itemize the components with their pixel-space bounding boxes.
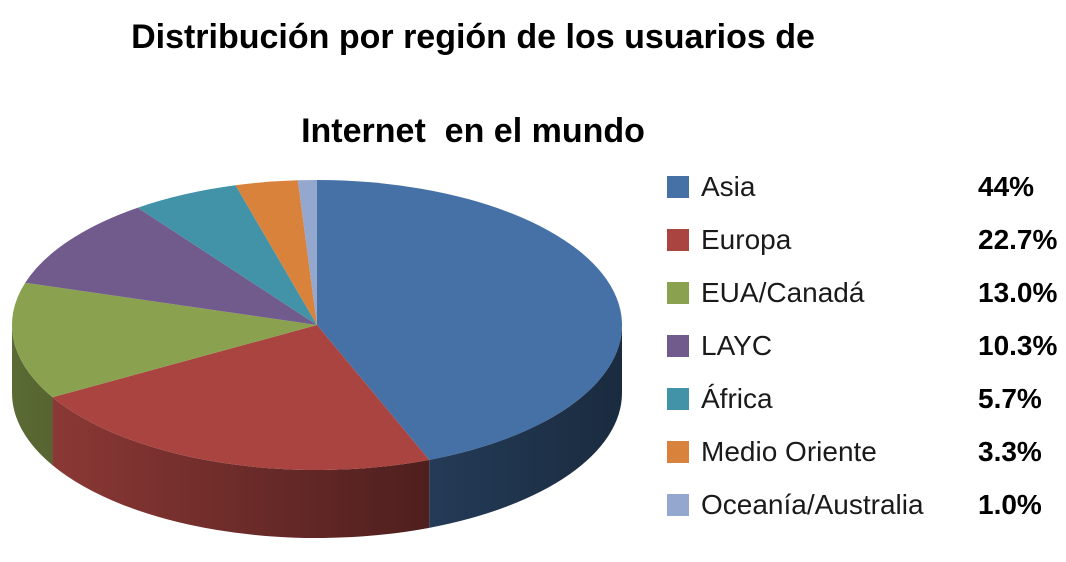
legend-label: Asia <box>701 170 756 202</box>
legend-value: 1.0% <box>978 488 1042 520</box>
legend-value: 22.7% <box>978 223 1058 255</box>
pie-slice-side-Asia <box>429 325 622 528</box>
legend-item-africa[interactable]: África 5.7% <box>660 372 1066 425</box>
legend-swatch-layc <box>667 334 689 357</box>
pie-slice-LAYC[interactable] <box>25 207 317 325</box>
pie-slice-Oceanía/Australia[interactable] <box>297 180 317 325</box>
legend-value: 3.3% <box>978 435 1042 467</box>
legend-item-asia[interactable]: Asia 44% <box>660 160 1066 213</box>
pie-slice-África[interactable] <box>137 185 317 325</box>
pie-3d <box>11 180 623 539</box>
legend-value: 44% <box>978 170 1035 202</box>
pie-chart-area <box>0 150 660 557</box>
legend-swatch-asia <box>667 175 689 198</box>
legend-swatch-medio-oriente <box>667 440 689 463</box>
chart-legend: Asia 44% Europa 22.7% EUA/Canadá 13.0% L… <box>660 160 1066 531</box>
legend-label: Medio Oriente <box>701 435 877 467</box>
legend-swatch-oceania-australia <box>667 493 689 516</box>
pie-slice-Medio Oriente[interactable] <box>235 180 317 325</box>
legend-label: EUA/Canadá <box>701 276 865 308</box>
legend-item-medio-oriente[interactable]: Medio Oriente 3.3% <box>660 425 1066 478</box>
legend-value: 13.0% <box>978 276 1058 308</box>
legend-item-europa[interactable]: Europa 22.7% <box>660 213 1066 266</box>
pie-slice-Asia[interactable] <box>317 180 623 460</box>
legend-swatch-eua-canada <box>667 281 689 304</box>
legend-label: Europa <box>701 223 792 255</box>
pie-slice-side-EUA/Canadá <box>12 325 53 466</box>
legend-item-oceania-australia[interactable]: Oceanía/Australia 1.0% <box>660 478 1066 531</box>
legend-item-layc[interactable]: LAYC 10.3% <box>660 319 1066 372</box>
pie-slice-EUA/Canadá[interactable] <box>11 282 318 398</box>
legend-label: LAYC <box>701 329 773 361</box>
pie-slice-Europa[interactable] <box>52 325 430 471</box>
chart-title-line2: Internet en el mundo <box>301 112 645 150</box>
legend-item-eua-canada[interactable]: EUA/Canadá 13.0% <box>660 266 1066 319</box>
chart-title-line1: Distribución por región de los usuarios … <box>131 18 815 56</box>
chart-title: Distribución por región de los usuarios … <box>0 14 946 155</box>
legend-label: África <box>701 382 773 414</box>
pie-slice-side-Europa <box>52 397 430 539</box>
legend-swatch-africa <box>667 387 689 410</box>
legend-swatch-europa <box>667 228 689 251</box>
legend-value: 5.7% <box>978 382 1042 414</box>
legend-value: 10.3% <box>978 329 1058 361</box>
legend-label: Oceanía/Australia <box>701 488 924 520</box>
